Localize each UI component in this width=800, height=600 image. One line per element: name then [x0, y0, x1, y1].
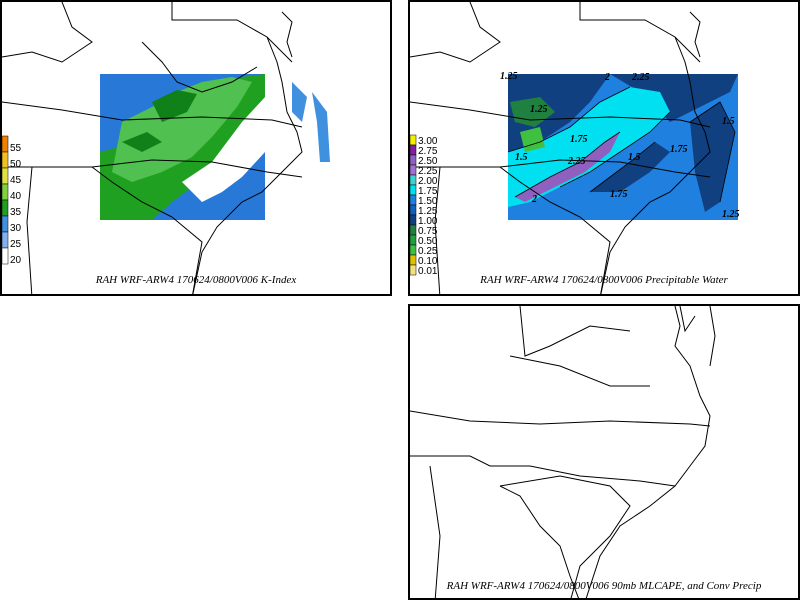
- legend-swatch: [2, 151, 9, 169]
- kindex-boundaries: [2, 2, 303, 294]
- legend-swatch: [410, 204, 417, 216]
- kindex-legend: 55 50 45 40 35 30 25 20: [2, 135, 22, 266]
- pwat-legend-label: 0.01: [418, 266, 438, 277]
- kindex-legend-label: 40: [10, 191, 22, 202]
- pwat-legend-label: 1.00: [418, 216, 438, 227]
- kindex-legend-label: 45: [10, 175, 22, 186]
- kindex-legend-label: 35: [10, 207, 22, 218]
- legend-swatch: [2, 215, 9, 233]
- pwat-map: 1.25 2 2.25 1.75 1.5 1.25 2.25 2 1.75 1.…: [410, 2, 740, 294]
- pwat-legend-label: 0.50: [418, 236, 438, 247]
- pwat-contour-labels: 1.25 2 2.25 1.75 1.5 1.25 2.25 2 1.75 1.…: [500, 71, 740, 220]
- pwat-boundaries: [410, 2, 711, 294]
- pwat-legend-label: 1.25: [418, 206, 438, 217]
- contour-label: 2.25: [631, 72, 650, 83]
- contour-label: 1.75: [570, 134, 588, 145]
- legend-swatch: [410, 144, 417, 156]
- contour-label: 1.5: [722, 116, 735, 127]
- kindex-legend-label: 25: [10, 239, 22, 250]
- pwat-legend-label: 0.25: [418, 246, 438, 257]
- legend-swatch: [2, 167, 9, 185]
- kindex-field: [100, 74, 330, 220]
- legend-swatch: [410, 214, 417, 226]
- mlcape-panel: RAH WRF-ARW4 170624/0800V006 90mb MLCAPE…: [408, 304, 800, 600]
- pwat-contours: [507, 86, 736, 203]
- legend-swatch: [2, 183, 9, 201]
- contour-label: 1.25: [722, 209, 740, 220]
- legend-swatch: [410, 244, 417, 256]
- legend-swatch: [2, 135, 9, 153]
- legend-swatch: [410, 194, 417, 206]
- legend-swatch: [2, 247, 9, 265]
- contour-label: 2: [604, 72, 610, 83]
- legend-swatch: [410, 264, 417, 276]
- legend-swatch: [410, 174, 417, 186]
- legend-swatch: [2, 199, 9, 217]
- kindex-map: 55 50 45 40 35 30 25 20: [2, 2, 330, 294]
- mlcape-map: [410, 306, 716, 598]
- pwat-caption: RAH WRF-ARW4 170624/0800V006 Precipitabl…: [480, 274, 728, 286]
- contour-label: 1.5: [515, 152, 528, 163]
- pwat-legend-label: 3.00: [418, 136, 438, 147]
- kindex-caption: RAH WRF-ARW4 170624/0800V006 K-Index: [95, 274, 297, 286]
- pwat-legend-label: 1.50: [418, 196, 438, 207]
- pwat-legend-label: 0.75: [418, 226, 438, 237]
- legend-swatch: [410, 134, 417, 146]
- contour-label: 2: [531, 194, 537, 205]
- legend-swatch: [410, 154, 417, 166]
- legend-swatch: [410, 224, 417, 236]
- legend-swatch: [410, 234, 417, 246]
- contour-label: 1.75: [670, 144, 688, 155]
- pwat-legend-label: 0.10: [418, 256, 438, 267]
- mlcape-caption: RAH WRF-ARW4 170624/0800V006 90mb MLCAPE…: [446, 580, 762, 592]
- kindex-legend-label: 55: [10, 143, 22, 154]
- mlcape-boundaries: [410, 306, 716, 598]
- pwat-panel: 1.25 2 2.25 1.75 1.5 1.25 2.25 2 1.75 1.…: [408, 0, 800, 296]
- contour-label: 1.75: [610, 189, 628, 200]
- kindex-legend-label: 20: [10, 255, 22, 266]
- pwat-legend-label: 2.50: [418, 156, 438, 167]
- pwat-legend-label: 2.75: [418, 146, 438, 157]
- contour-label: 2.25: [567, 156, 586, 167]
- contour-label: 1.25: [500, 71, 518, 82]
- kindex-panel: 55 50 45 40 35 30 25 20 RAH WRF-ARW4 170624/080…: [0, 0, 392, 296]
- pwat-legend-label: 2.00: [418, 176, 438, 187]
- pwat-legend-label: 1.75: [418, 186, 438, 197]
- legend-swatch: [2, 231, 9, 249]
- contour-label: 1.25: [530, 104, 548, 115]
- contour-label: 1.5: [628, 152, 641, 163]
- legend-swatch: [410, 254, 417, 266]
- kindex-legend-label: 30: [10, 223, 22, 234]
- pwat-legend: 3.002.752.502.252.001.751.501.251.000.75…: [410, 134, 438, 277]
- pwat-legend-label: 2.25: [418, 166, 438, 177]
- legend-swatch: [410, 184, 417, 196]
- kindex-legend-label: 50: [10, 159, 22, 170]
- legend-swatch: [410, 164, 417, 176]
